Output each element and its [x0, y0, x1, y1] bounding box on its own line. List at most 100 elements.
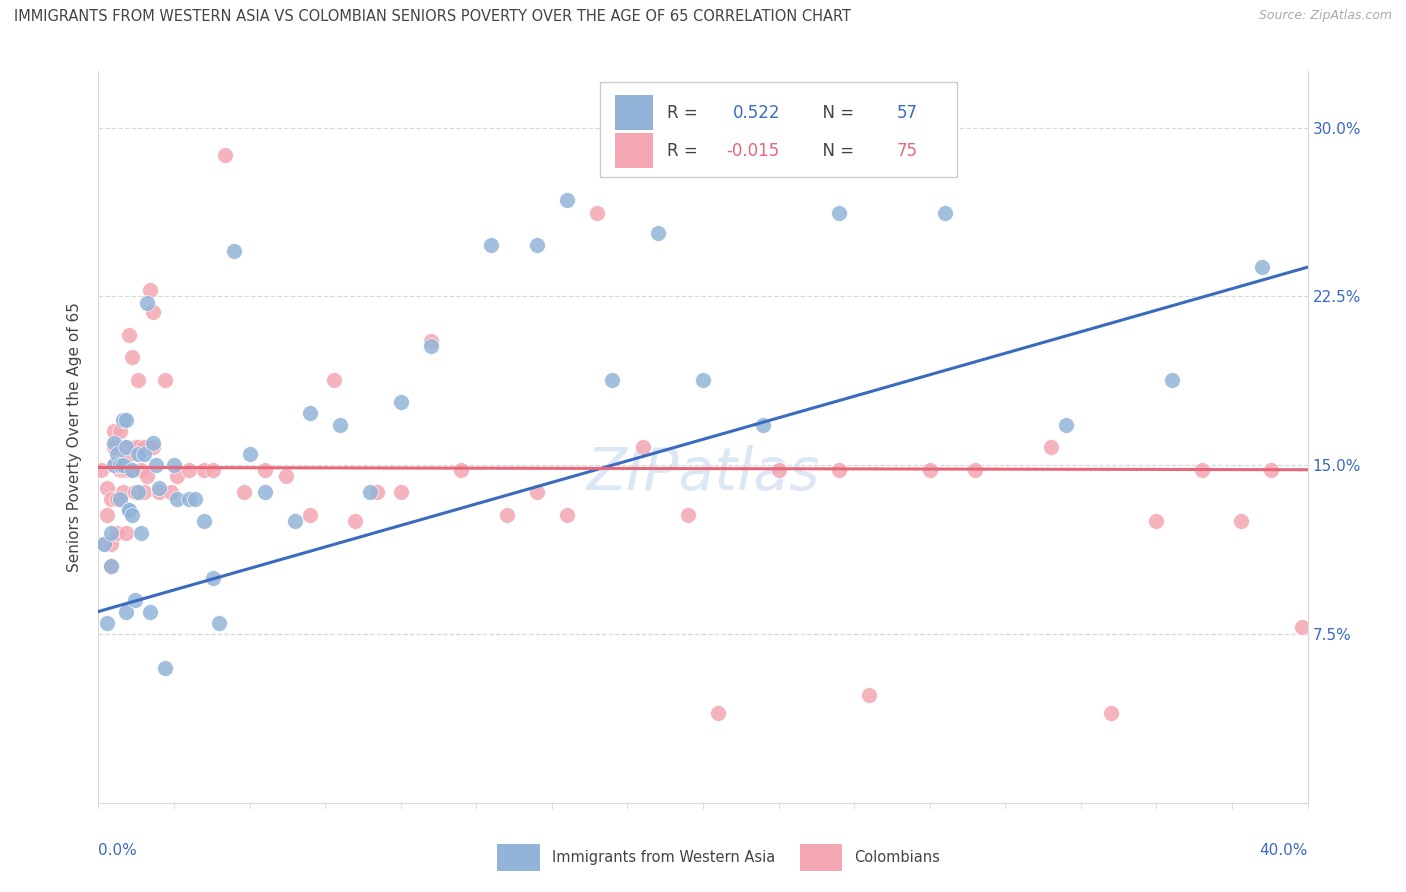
Text: N =: N =: [811, 103, 859, 122]
Point: [127, 485, 149, 500]
FancyBboxPatch shape: [614, 95, 654, 130]
Point: [124, 440, 146, 454]
Point: [323, 373, 346, 387]
Point: [450, 463, 472, 477]
Point: [100, 537, 122, 551]
Point: [145, 458, 167, 473]
Point: [96, 615, 118, 630]
Point: [202, 571, 225, 585]
Text: 0.522: 0.522: [734, 103, 780, 122]
Point: [103, 440, 125, 454]
Point: [166, 491, 188, 506]
Point: [389, 395, 412, 409]
Point: [707, 706, 730, 720]
Point: [179, 463, 201, 477]
Point: [127, 440, 149, 454]
Point: [153, 661, 176, 675]
Point: [1291, 620, 1313, 634]
Point: [214, 147, 236, 161]
Text: IMMIGRANTS FROM WESTERN ASIA VS COLOMBIAN SENIORS POVERTY OVER THE AGE OF 65 COR: IMMIGRANTS FROM WESTERN ASIA VS COLOMBIA…: [14, 9, 851, 24]
Text: Colombians: Colombians: [855, 850, 941, 865]
Point: [121, 463, 143, 477]
Point: [132, 440, 155, 454]
Point: [111, 458, 134, 473]
Point: [118, 463, 141, 477]
FancyBboxPatch shape: [614, 133, 654, 169]
Point: [631, 440, 654, 454]
Point: [121, 463, 143, 477]
Point: [1099, 706, 1122, 720]
Text: 40.0%: 40.0%: [1260, 843, 1308, 858]
Point: [1260, 463, 1282, 477]
Text: Immigrants from Western Asia: Immigrants from Western Asia: [551, 850, 775, 865]
Point: [139, 605, 162, 619]
Text: 0.0%: 0.0%: [98, 843, 138, 858]
Point: [1251, 260, 1274, 275]
Text: -0.015: -0.015: [725, 142, 779, 160]
Point: [108, 463, 131, 477]
Point: [114, 525, 136, 540]
Point: [132, 447, 155, 461]
Point: [160, 485, 183, 500]
Point: [676, 508, 699, 522]
Point: [193, 463, 215, 477]
Point: [389, 485, 412, 500]
Point: [329, 417, 352, 432]
Point: [108, 491, 131, 506]
Text: R =: R =: [666, 103, 703, 122]
Point: [105, 525, 128, 540]
Point: [420, 334, 443, 349]
Point: [768, 463, 790, 477]
Point: [1144, 515, 1167, 529]
Point: [114, 605, 136, 619]
Point: [121, 350, 143, 364]
Point: [179, 491, 201, 506]
Point: [647, 227, 669, 241]
Point: [103, 458, 125, 473]
Point: [124, 485, 146, 500]
Point: [495, 508, 517, 522]
FancyBboxPatch shape: [498, 845, 540, 871]
Point: [586, 206, 609, 220]
Point: [100, 559, 122, 574]
Point: [360, 485, 382, 500]
Point: [139, 283, 162, 297]
Point: [114, 440, 136, 454]
Point: [118, 327, 141, 342]
Text: 57: 57: [897, 103, 918, 122]
Point: [526, 485, 548, 500]
Point: [96, 481, 118, 495]
Point: [100, 491, 122, 506]
Point: [1054, 417, 1077, 432]
Point: [692, 373, 714, 387]
Point: [108, 425, 131, 439]
Point: [752, 417, 775, 432]
Point: [132, 485, 155, 500]
Point: [111, 413, 134, 427]
Point: [420, 339, 443, 353]
Point: [118, 503, 141, 517]
Point: [253, 485, 276, 500]
Point: [965, 463, 987, 477]
Point: [114, 463, 136, 477]
Point: [232, 485, 254, 500]
Point: [105, 491, 128, 506]
Point: [118, 503, 141, 517]
Point: [135, 469, 157, 483]
Point: [103, 458, 125, 473]
Point: [127, 373, 149, 387]
Point: [284, 515, 307, 529]
Point: [555, 193, 578, 207]
Point: [93, 537, 115, 551]
Point: [163, 458, 186, 473]
Point: [918, 463, 941, 477]
Point: [148, 481, 170, 495]
Point: [193, 515, 215, 529]
Point: [124, 593, 146, 607]
Point: [828, 206, 851, 220]
Point: [202, 463, 225, 477]
Point: [142, 440, 165, 454]
Point: [111, 485, 134, 500]
Point: [135, 296, 157, 310]
Point: [100, 525, 122, 540]
